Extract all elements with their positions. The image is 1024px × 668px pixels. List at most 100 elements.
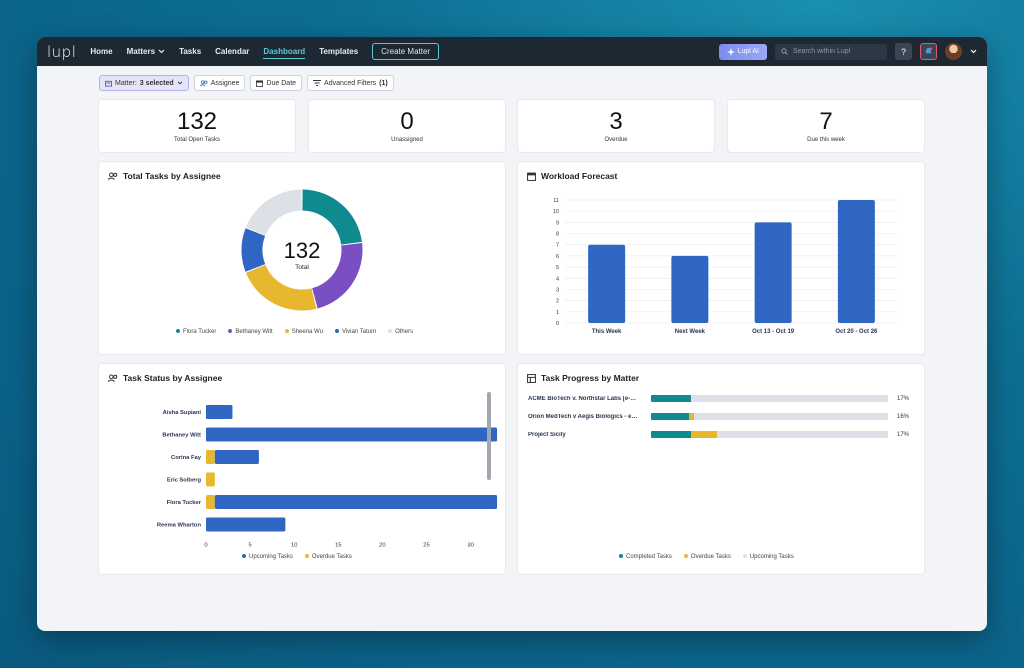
card-title: Workload Forecast (527, 171, 617, 181)
progress-segment (691, 395, 888, 402)
legend-item[interactable]: Vivian Tatum (334, 329, 377, 335)
nav-tasks[interactable]: Tasks (179, 47, 202, 56)
x-tick-label: 25 (423, 543, 429, 549)
matter-name[interactable]: Orion MedTech v Aegis Biologics - e… (528, 413, 638, 420)
bar-segment[interactable] (206, 517, 286, 532)
y-tick-label: 10 (553, 209, 559, 215)
nav-dashboard[interactable]: Dashboard (263, 47, 306, 59)
bar-segment[interactable] (214, 495, 498, 509)
y-tick-label: 5 (556, 265, 559, 271)
lupl-ai-button[interactable]: Lupl AI (718, 43, 767, 60)
stat-card-total[interactable]: 132 Total Open Tasks (99, 100, 295, 152)
nav-calendar[interactable]: Calendar (215, 47, 250, 56)
legend-item[interactable]: Overdue Tasks (683, 554, 731, 560)
legend-label: Sheena Wu (291, 329, 323, 335)
scrollbar[interactable] (487, 392, 491, 480)
help-button[interactable]: ? (895, 43, 912, 60)
task-progress-card: Task Progress by Matter ACME BioTech v. … (518, 364, 924, 574)
legend-item[interactable]: Bethaney Witt (228, 329, 273, 335)
x-tick-label: Next Week (675, 329, 706, 335)
chevron-down-icon (177, 81, 182, 85)
top-nav: lupl Home Matters Tasks Calendar Dashboa… (37, 37, 987, 66)
donut-slice[interactable] (302, 189, 362, 245)
legend-swatch (304, 554, 309, 559)
y-tick-label: Corina Fay (171, 455, 202, 461)
y-tick-label: 9 (556, 220, 559, 226)
legend-item[interactable]: Overdue Tasks (304, 554, 352, 560)
bar-segment[interactable] (206, 405, 233, 419)
nav-home[interactable]: Home (90, 47, 113, 56)
stat-label: Due this week (807, 136, 845, 143)
legend-swatch (619, 554, 623, 559)
matter-name[interactable]: Project Sicily (528, 431, 566, 438)
search-input[interactable]: Search within Lupl (775, 43, 887, 60)
bar[interactable] (837, 200, 875, 323)
stat-card-due-week[interactable]: 7 Due this week (728, 100, 924, 152)
bar-segment[interactable] (206, 427, 498, 442)
legend-item[interactable]: Upcoming Tasks (242, 554, 293, 560)
nav-templates[interactable]: Templates (319, 47, 359, 56)
lupl-ai-label: Lupl AI (737, 48, 759, 55)
stat-card-unassigned[interactable]: 0 Unassigned (309, 100, 505, 152)
stat-card-overdue[interactable]: 3 Overdue (518, 100, 714, 152)
progress-row[interactable]: Project Sicily 17% (528, 431, 913, 438)
y-tick-label: 1 (556, 310, 559, 316)
donut-center-value: 132 (284, 238, 321, 263)
card-title-text: Total Tasks by Assignee (123, 171, 221, 181)
donut-slice[interactable] (241, 228, 266, 272)
legend-item[interactable]: Others (388, 329, 413, 335)
matter-filter-value: 3 selected (139, 79, 174, 87)
stat-value: 7 (819, 107, 833, 135)
bar-segment[interactable] (206, 472, 215, 487)
bar[interactable] (754, 222, 792, 323)
progress-segment (651, 413, 689, 420)
bar[interactable] (588, 244, 626, 323)
legend-label: Others (395, 329, 414, 335)
card-title: Task Status by Assignee (108, 373, 222, 383)
due-date-filter[interactable]: Due Date (250, 75, 303, 91)
chevron-down-icon[interactable] (970, 49, 977, 54)
x-tick-label: 5 (248, 543, 251, 549)
donut-center-label: Total (295, 264, 309, 271)
bar[interactable] (671, 255, 709, 323)
advanced-filters-count: (1) (379, 79, 388, 87)
workload-bar-chart: 0 1 2 3 4 5 6 7 8 9 10 11 This Week Next Week Oct 13 -… (553, 198, 898, 335)
legend-label: Vivian Tatum (341, 329, 377, 335)
y-tick-label: 11 (553, 198, 559, 204)
progress-track (651, 413, 888, 420)
create-matter-button[interactable]: Create Matter (372, 43, 440, 60)
search-placeholder: Search within Lupl (793, 48, 851, 55)
x-tick-label: 30 (467, 543, 473, 549)
progress-row[interactable]: ACME BioTech v. Northstar Labs [e-… 17% (528, 395, 913, 402)
donut-slice[interactable] (245, 189, 302, 236)
legend-swatch (176, 329, 180, 334)
matter-name[interactable]: ACME BioTech v. Northstar Labs [e-… (528, 395, 637, 402)
y-tick-label: Reema Wharton (157, 523, 202, 529)
bar-segment[interactable] (206, 450, 215, 464)
user-avatar[interactable] (945, 43, 962, 60)
legend-label: Upcoming Tasks (249, 554, 293, 560)
progress-row[interactable]: Orion MedTech v Aegis Biologics - e… 16% (528, 413, 913, 420)
bar-segment[interactable] (214, 450, 259, 464)
stat-value: 3 (609, 107, 623, 135)
due-date-filter-label: Due Date (266, 79, 297, 87)
legend-item[interactable]: Sheena Wu (284, 329, 323, 335)
progress-segment (691, 431, 718, 438)
lupl-logo[interactable]: lupl (47, 42, 77, 61)
assignee-filter-label: Assignee (210, 79, 240, 87)
bar-segment[interactable] (206, 495, 215, 509)
card-title-text: Task Progress by Matter (541, 373, 640, 383)
y-tick-label: Bethaney Witt (162, 433, 201, 439)
donut-slice[interactable] (245, 264, 317, 311)
nav-matters[interactable]: Matters (127, 47, 165, 56)
calendar-icon (527, 172, 536, 181)
legend-item[interactable]: Flora Tucker (176, 329, 216, 335)
advanced-filters-button[interactable]: Advanced Filters (1) (307, 75, 394, 91)
legend-item[interactable]: Upcoming Tasks (742, 554, 794, 560)
legend-label: Overdue Tasks (311, 554, 352, 560)
donut-slice[interactable] (312, 243, 363, 309)
matter-filter[interactable]: Matter: 3 selected (99, 75, 189, 91)
legend-item[interactable]: Completed Tasks (619, 554, 672, 560)
notifications-button[interactable] (920, 43, 937, 60)
assignee-filter[interactable]: Assignee (193, 75, 246, 91)
